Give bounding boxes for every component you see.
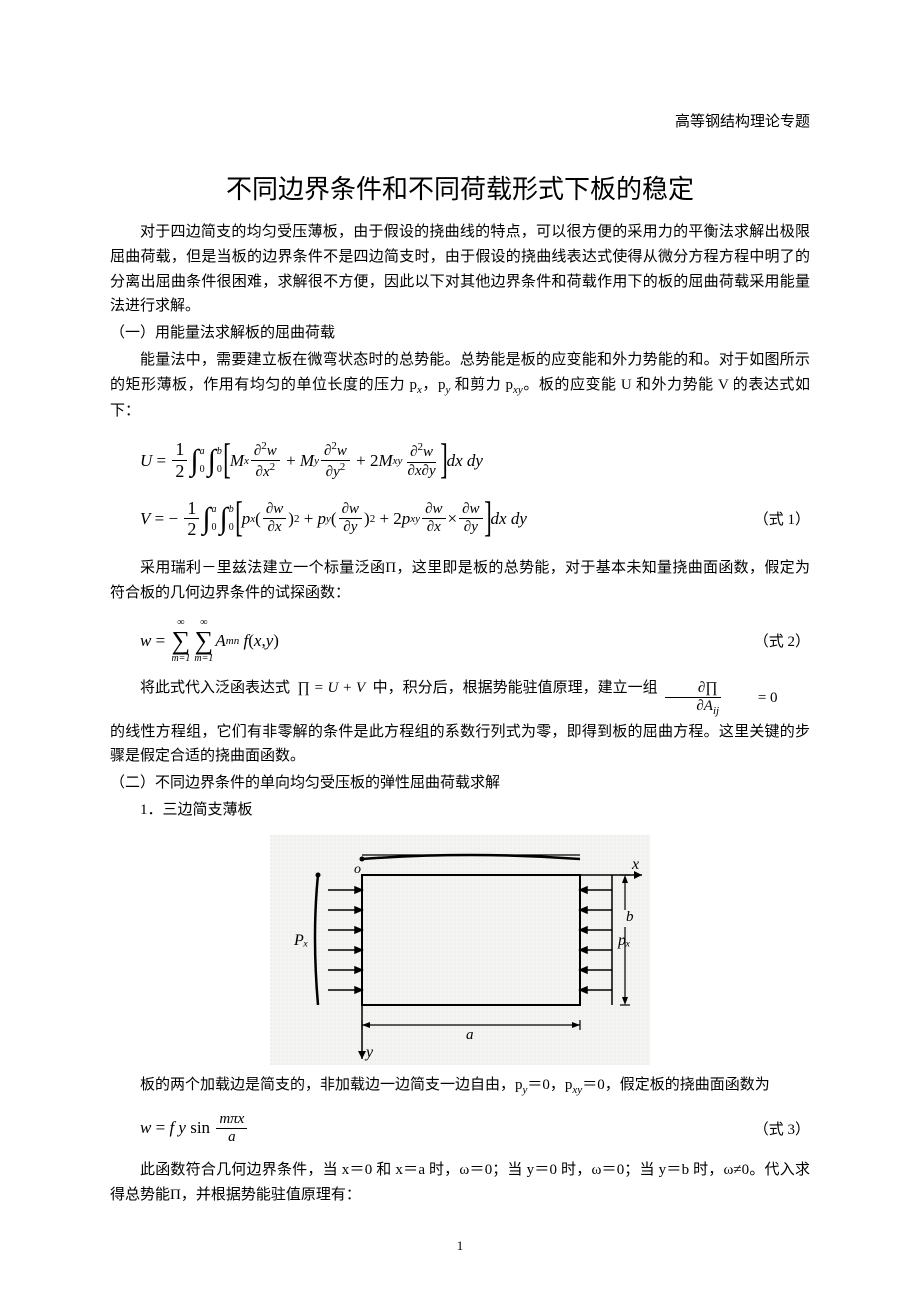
equation-V: V = − 12 ∫a0 ∫b0 [ px( ∂w∂x )2 + py( ∂w∂…: [140, 498, 810, 540]
section-1-p4: 的线性方程组，它们有非零解的条件是此方程组的系数行列式为零，即得到板的屈曲方程。…: [110, 720, 810, 770]
page-title: 不同边界条件和不同荷载形式下板的稳定: [110, 169, 810, 206]
s1p3-a: 将此式代入泛函表达式: [140, 680, 290, 696]
label-b: b: [626, 909, 634, 925]
header-note: 高等钢结构理论专题: [110, 110, 810, 131]
s2p1-b: ＝0，p: [527, 1077, 572, 1093]
label-px-left: Pₓ: [293, 932, 308, 949]
page-number: 1: [110, 1238, 810, 1254]
label-o: o: [354, 862, 361, 877]
section-2-p1: 板的两个加载边是简支的，非加载边一边简支一边自由，py＝0，pxy＝0，假定板的…: [110, 1073, 810, 1099]
intro-paragraph: 对于四边简支的均匀受压薄板，由于假设的挠曲线的特点，可以很方便的采用力的平衡法求…: [110, 220, 810, 319]
s1p1-b: ，p: [422, 377, 446, 393]
eq3-label: （式 3）: [754, 1118, 810, 1139]
section-1-p1: 能量法中，需要建立板在微弯状态时的总势能。总势能是板的应变能和外力势能的和。对于…: [110, 348, 810, 424]
label-a: a: [466, 1027, 474, 1043]
section-1-heading: （一）用能量法求解板的屈曲荷载: [110, 321, 810, 346]
s1p3-b: 中，积分后，根据势能驻值原理，建立一组: [373, 680, 658, 696]
sub-xy: xy: [513, 384, 523, 396]
eq1-label: （式 1）: [754, 508, 810, 529]
equation-U: U = 12 ∫a0 ∫b0 [ Mx ∂2w∂x2 + My ∂2w∂y2 +…: [140, 439, 810, 481]
s1p1-c: 和剪力 p: [450, 377, 513, 393]
section-2-p2: 此函数符合几何边界条件，当 x＝0 和 x＝a 时，ω＝0；当 y＝0 时，ω＝…: [110, 1158, 810, 1208]
equation-3-block: w = f y sin mπxa （式 3）: [140, 1111, 810, 1147]
s2p1-c: ＝0，假定板的挠曲面函数为: [582, 1077, 770, 1093]
section-2-heading: （二）不同边界条件的单向均匀受压板的弹性屈曲荷载求解: [110, 771, 810, 796]
label-x: x: [631, 856, 639, 873]
equation-1-block: U = 12 ∫a0 ∫b0 [ Mx ∂2w∂x2 + My ∂2w∂y2 +…: [140, 439, 810, 540]
eq2-label: （式 2）: [754, 630, 810, 651]
section-1-p3: 将此式代入泛函表达式 ∏ = U + V 中，积分后，根据势能驻值原理，建立一组…: [110, 676, 810, 718]
plate-diagram: o x y Pₓ pₓ: [270, 835, 650, 1065]
label-y: y: [364, 1044, 374, 1061]
equation-2-block: w = ∞∑m=1 ∞∑m=1 Amn f(x, y) （式 2）: [140, 618, 810, 664]
section-2-sub1: 1．三边简支薄板: [110, 798, 810, 823]
section-1-p2: 采用瑞利－里兹法建立一个标量泛函Π，这里即是板的总势能，对于基本未知量挠曲面函数…: [110, 556, 810, 606]
s2p1-a: 板的两个加载边是简支的，非加载边一边简支一边自由，p: [140, 1077, 523, 1093]
figure-1: o x y Pₓ pₓ: [110, 835, 810, 1065]
sub-xy2: xy: [572, 1084, 582, 1096]
